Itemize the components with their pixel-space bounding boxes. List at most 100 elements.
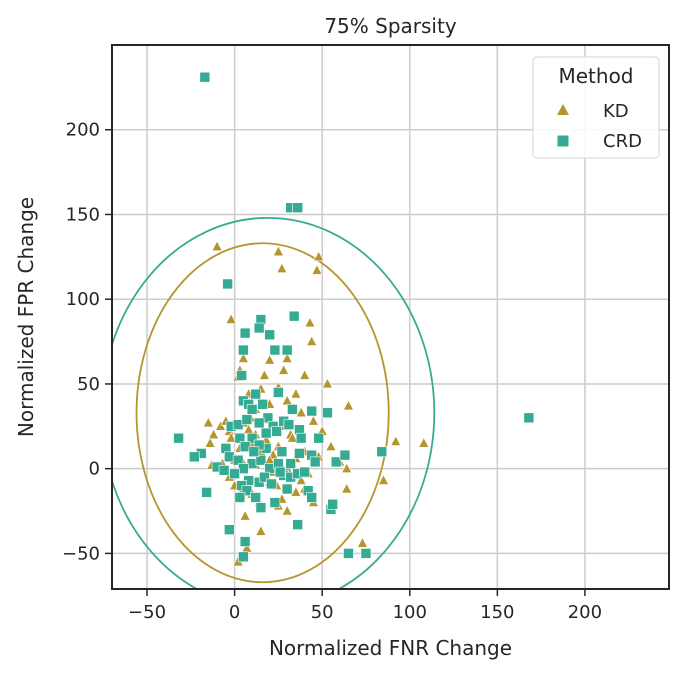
point-crd xyxy=(287,404,298,415)
point-crd xyxy=(281,483,293,495)
point-kd xyxy=(202,416,214,428)
ellipse-kd xyxy=(135,242,390,584)
point-kd xyxy=(272,245,284,257)
point-crd xyxy=(322,407,333,419)
point-crd xyxy=(229,468,240,480)
point-crd xyxy=(271,426,282,437)
point-crd xyxy=(224,524,235,535)
point-kd xyxy=(258,369,270,380)
x-axis-label: Normalized FNR Change xyxy=(269,636,512,660)
point-kd xyxy=(264,354,276,365)
point-kd xyxy=(281,504,293,516)
x-tick-label: 0 xyxy=(229,602,240,623)
point-crd xyxy=(276,446,288,458)
point-crd xyxy=(238,344,249,356)
y-tick-label: 50 xyxy=(77,374,100,395)
point-crd xyxy=(376,446,388,458)
point-kd xyxy=(286,432,298,443)
point-crd xyxy=(253,322,265,334)
point-crd xyxy=(250,388,261,400)
point-kd xyxy=(313,250,325,262)
point-crd xyxy=(253,417,265,429)
point-crd xyxy=(248,446,260,458)
point-kd xyxy=(321,377,333,389)
legend-crd-square-icon xyxy=(557,135,569,147)
point-crd xyxy=(201,487,212,498)
point-kd xyxy=(356,537,368,548)
point-crd xyxy=(281,344,293,356)
y-tick-label: −50 xyxy=(62,543,100,564)
point-crd xyxy=(306,405,317,417)
point-crd xyxy=(189,451,200,463)
point-crd xyxy=(241,485,253,497)
point-kd xyxy=(325,440,337,451)
y-tick-label: 200 xyxy=(66,120,100,141)
point-crd xyxy=(292,519,303,530)
legend-label-crd: CRD xyxy=(603,131,642,152)
point-crd xyxy=(309,456,321,468)
point-crd xyxy=(343,548,354,559)
point-kd xyxy=(295,406,307,418)
point-crd xyxy=(295,432,307,444)
legend-title: Method xyxy=(558,64,633,88)
point-kd xyxy=(281,352,293,363)
ellipse-crd xyxy=(112,217,436,589)
point-crd xyxy=(288,310,300,322)
point-kd xyxy=(204,437,216,448)
point-crd xyxy=(257,398,268,410)
point-kd xyxy=(215,420,227,431)
point-crd xyxy=(234,492,246,503)
point-kd xyxy=(341,462,353,473)
data-points xyxy=(173,71,535,567)
point-kd xyxy=(304,316,316,328)
point-crd xyxy=(246,404,258,415)
point-crd xyxy=(269,497,281,508)
y-tick-label: 150 xyxy=(66,204,100,225)
point-kd xyxy=(306,335,318,346)
point-kd xyxy=(276,262,288,274)
point-crd xyxy=(255,502,267,513)
point-crd xyxy=(218,465,230,476)
point-crd xyxy=(264,329,275,341)
point-kd xyxy=(239,509,251,521)
legend-kd-triangle-icon xyxy=(557,104,569,115)
point-crd xyxy=(294,448,305,459)
point-kd xyxy=(342,399,354,411)
point-crd xyxy=(327,498,338,510)
legend-label-kd: KD xyxy=(603,101,629,122)
grid xyxy=(112,45,669,589)
legend-box xyxy=(532,56,660,159)
plot-frame xyxy=(111,44,670,590)
x-tick-label: 100 xyxy=(393,602,427,623)
y-axis-label: Normalized FPR Change xyxy=(14,197,38,437)
point-kd xyxy=(255,525,267,536)
point-crd xyxy=(199,71,211,83)
y-tick-label: 0 xyxy=(89,459,100,480)
point-kd xyxy=(290,387,302,399)
point-crd xyxy=(173,432,184,444)
point-kd xyxy=(341,482,353,494)
point-crd xyxy=(250,492,261,503)
point-kd xyxy=(208,428,220,440)
point-kd xyxy=(418,437,430,448)
x-tick-label: 50 xyxy=(311,602,334,623)
point-crd xyxy=(299,466,310,478)
point-kd xyxy=(278,364,290,375)
point-crd xyxy=(339,449,351,461)
point-crd xyxy=(266,478,277,490)
point-crd xyxy=(259,471,270,483)
point-kd xyxy=(237,352,249,363)
point-crd xyxy=(306,492,317,503)
legend: Method KD CRD xyxy=(532,56,660,159)
point-crd xyxy=(269,344,281,356)
point-crd xyxy=(285,458,296,469)
point-kd xyxy=(299,369,311,380)
point-crd xyxy=(239,327,251,339)
point-crd xyxy=(523,412,535,424)
point-kd xyxy=(225,432,237,443)
point-crd xyxy=(330,456,342,468)
point-crd xyxy=(239,536,251,547)
point-kd xyxy=(311,264,323,275)
x-tick-label: 200 xyxy=(568,602,602,623)
